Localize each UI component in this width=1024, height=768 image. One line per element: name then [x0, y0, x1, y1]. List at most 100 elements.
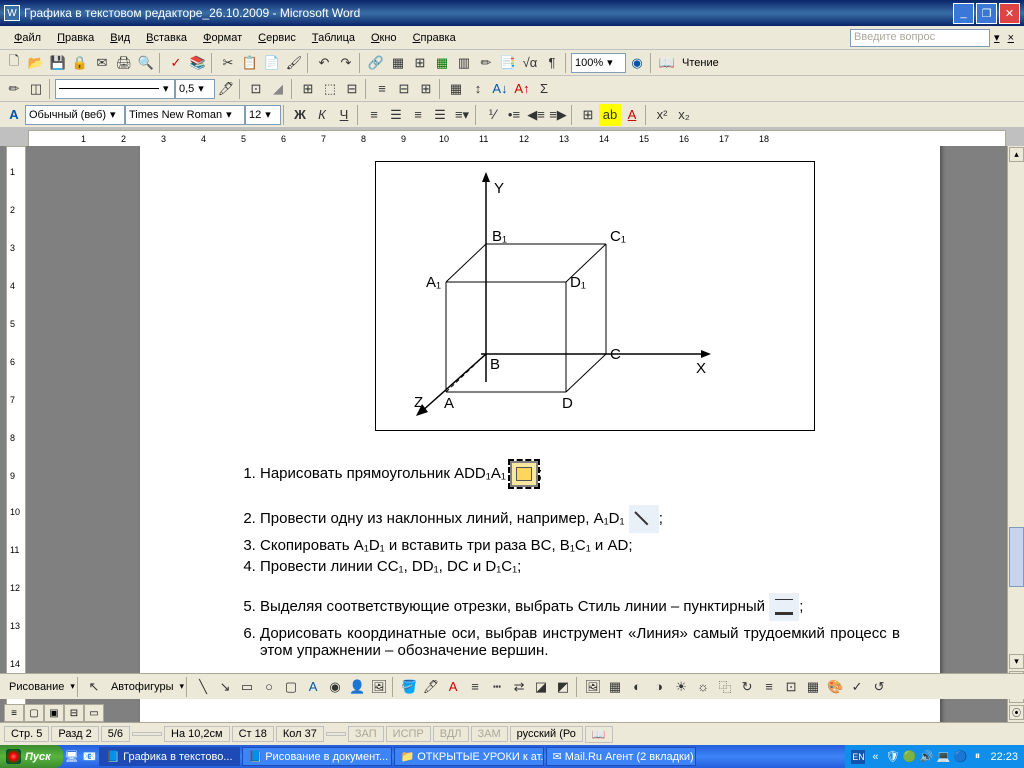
numbering-icon[interactable]: ⅟: [481, 104, 503, 126]
text-direction-icon[interactable]: ↕: [467, 78, 489, 100]
3d-icon[interactable]: ◩: [552, 676, 574, 698]
taskbar-task[interactable]: 📘Графика в текстово...: [99, 747, 239, 766]
more-bright-icon[interactable]: ☀: [670, 676, 692, 698]
draw-table-icon[interactable]: ✏: [3, 78, 25, 100]
drawing-icon[interactable]: ✏: [475, 52, 497, 74]
justify-icon[interactable]: ☰: [429, 104, 451, 126]
align-center-icon[interactable]: ☰: [385, 104, 407, 126]
format-pic-icon[interactable]: 🎨: [824, 676, 846, 698]
menu-view[interactable]: Вид: [102, 30, 138, 46]
autosum-icon[interactable]: Σ: [533, 78, 555, 100]
tray-icon[interactable]: «: [868, 750, 882, 764]
scroll-up-button[interactable]: ▴: [1009, 147, 1024, 162]
menu-help[interactable]: Справка: [405, 30, 464, 46]
normal-view-button[interactable]: ≡: [4, 704, 24, 722]
color-icon[interactable]: ▦: [604, 676, 626, 698]
dash-style-icon[interactable]: ┅: [486, 676, 508, 698]
insert-table-icon[interactable]: ⊞: [409, 52, 431, 74]
fill-color-icon[interactable]: 🪣: [398, 676, 420, 698]
format-painter-icon[interactable]: 🖌: [283, 52, 305, 74]
taskbar-task[interactable]: ✉Mail.Ru Агент (2 вкладки): [546, 747, 696, 766]
next-page-button[interactable]: ⦿: [1009, 705, 1024, 720]
tray-icon[interactable]: 🔊: [919, 750, 933, 764]
shading-color-icon[interactable]: ◢: [267, 78, 289, 100]
permissions-icon[interactable]: 🔒: [69, 52, 91, 74]
tables-borders-icon[interactable]: ▦: [387, 52, 409, 74]
clipart-icon[interactable]: 👤: [346, 676, 368, 698]
arrow-icon[interactable]: ↘: [214, 676, 236, 698]
outline-view-button[interactable]: ⊟: [64, 704, 84, 722]
compress-icon[interactable]: ⊡: [780, 676, 802, 698]
drawing-menu[interactable]: Рисование: [3, 681, 70, 693]
taskbar-task[interactable]: 📁ОТКРЫТЫЕ УРОКИ к ат...: [394, 747, 544, 766]
crop-icon[interactable]: ⿻: [714, 676, 736, 698]
transparent-icon[interactable]: ✓: [846, 676, 868, 698]
font-color-icon[interactable]: A: [621, 104, 643, 126]
lang-indicator[interactable]: EN: [851, 750, 865, 764]
help-icon[interactable]: ◉: [626, 52, 648, 74]
tray-icon[interactable]: 💻: [936, 750, 950, 764]
scroll-thumb[interactable]: [1009, 527, 1024, 587]
bold-icon[interactable]: Ж: [289, 104, 311, 126]
restore-button[interactable]: ❐: [976, 3, 997, 24]
wordart-icon[interactable]: A: [302, 676, 324, 698]
merge-cells-icon[interactable]: ⬚: [319, 78, 341, 100]
reading-label[interactable]: Чтение: [678, 57, 723, 69]
eraser-icon[interactable]: ◫: [25, 78, 47, 100]
shadow-icon[interactable]: ◪: [530, 676, 552, 698]
cut-icon[interactable]: ✂: [217, 52, 239, 74]
reading-view-button[interactable]: ▭: [84, 704, 104, 722]
inc-indent-icon[interactable]: ≡▶: [547, 104, 569, 126]
ruler-vertical[interactable]: 12 34 56 78 910 1112 1314: [6, 146, 26, 722]
help-search-input[interactable]: Введите вопрос: [850, 29, 990, 47]
research-icon[interactable]: 📚: [187, 52, 209, 74]
insert-table2-icon[interactable]: ⊞: [297, 78, 319, 100]
border-color-icon[interactable]: 🖊: [215, 78, 237, 100]
spellcheck-icon[interactable]: ✓: [165, 52, 187, 74]
start-button[interactable]: Пуск: [0, 745, 63, 768]
zoom-combo[interactable]: 100%▾: [571, 53, 626, 73]
menu-table[interactable]: Таблица: [304, 30, 363, 46]
less-bright-icon[interactable]: ☼: [692, 676, 714, 698]
document-page[interactable]: Y X Z A B C D A₁ B₁ C₁ D₁ Нарисовать пря…: [140, 146, 940, 722]
line-color-icon[interactable]: 🖊: [420, 676, 442, 698]
equation-icon[interactable]: √α: [519, 52, 541, 74]
borders-icon[interactable]: ⊞: [577, 104, 599, 126]
sort-asc-icon[interactable]: A↓: [489, 78, 511, 100]
line-style2-icon[interactable]: ≡: [464, 676, 486, 698]
status-ovr[interactable]: ЗАМ: [471, 726, 508, 742]
line-spacing-icon[interactable]: ≡▾: [451, 104, 473, 126]
size-combo[interactable]: 12▾: [245, 105, 281, 125]
picture-icon[interactable]: 🖼: [368, 676, 390, 698]
align-left-icon[interactable]: ≡: [363, 104, 385, 126]
align-icon[interactable]: ≡: [371, 78, 393, 100]
redo-icon[interactable]: ↷: [335, 52, 357, 74]
email-icon[interactable]: ✉: [91, 52, 113, 74]
print-icon[interactable]: 🖨: [113, 52, 135, 74]
tray-icon[interactable]: 🛡: [885, 750, 899, 764]
reset-pic-icon[interactable]: ↺: [868, 676, 890, 698]
line-style-combo[interactable]: ▾: [55, 79, 175, 99]
menu-edit[interactable]: Правка: [49, 30, 102, 46]
status-lang[interactable]: русский (Ро: [510, 726, 583, 742]
status-spell-icon[interactable]: 📖: [585, 726, 613, 743]
bullets-icon[interactable]: •≡: [503, 104, 525, 126]
align-right-icon[interactable]: ≡: [407, 104, 429, 126]
autoformat-icon[interactable]: ▦: [445, 78, 467, 100]
italic-icon[interactable]: К: [311, 104, 333, 126]
menu-format[interactable]: Формат: [195, 30, 250, 46]
sort-desc-icon[interactable]: A↑: [511, 78, 533, 100]
document-text[interactable]: Нарисовать прямоугольник ADD₁A₁ ; Провес…: [180, 461, 900, 659]
outside-border-icon[interactable]: ⊡: [245, 78, 267, 100]
diagram-icon[interactable]: ◉: [324, 676, 346, 698]
dist-cols-icon[interactable]: ⊞: [415, 78, 437, 100]
preview-icon[interactable]: 🔍: [135, 52, 157, 74]
insert-pic-icon[interactable]: 🖼: [582, 676, 604, 698]
scrollbar-vertical[interactable]: ▴ ▾ ⦿ ○ ⦿: [1007, 146, 1024, 722]
line-icon[interactable]: ╲: [192, 676, 214, 698]
text-wrap-icon[interactable]: ▦: [802, 676, 824, 698]
highlight-icon[interactable]: ab: [599, 104, 621, 126]
quicklaunch-icon[interactable]: 📧: [83, 750, 97, 763]
close-button[interactable]: ✕: [999, 3, 1020, 24]
line-style3-icon[interactable]: ≡: [758, 676, 780, 698]
